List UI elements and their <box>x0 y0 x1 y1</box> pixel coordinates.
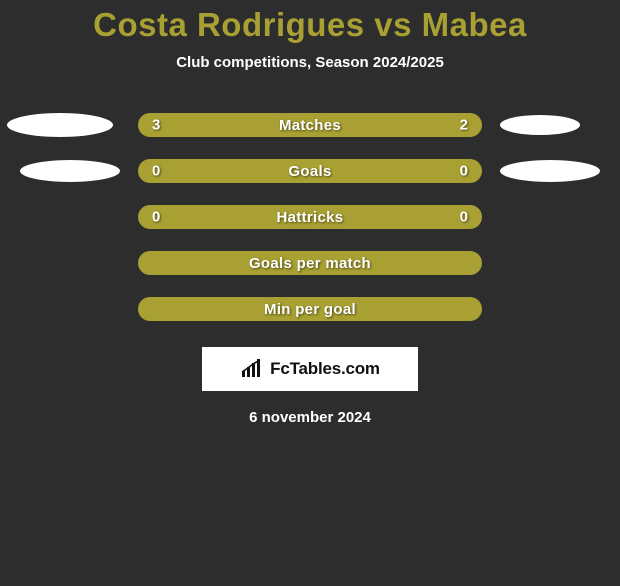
stat-label: Goals <box>288 163 331 180</box>
stat-pill: Min per goal <box>138 297 482 321</box>
stat-pill: 0 Hattricks 0 <box>138 205 482 229</box>
stat-row: 0 Hattricks 0 <box>0 195 620 241</box>
comparison-subtitle: Club competitions, Season 2024/2025 <box>0 54 620 71</box>
stat-label: Hattricks <box>277 209 344 226</box>
stat-row: 3 Matches 2 <box>0 103 620 149</box>
stat-label: Matches <box>279 117 341 134</box>
stat-pill: 0 Goals 0 <box>138 159 482 183</box>
stat-row: Goals per match <box>0 241 620 287</box>
stat-left-value: 3 <box>152 117 160 134</box>
right-ellipse <box>500 160 600 182</box>
stats-rows: 3 Matches 2 0 Goals 0 0 Hattricks 0 Goals per mat… <box>0 103 620 333</box>
stat-right-value: 0 <box>460 163 468 180</box>
comparison-title: Costa Rodrigues vs Mabea <box>0 6 620 44</box>
left-ellipse <box>20 160 120 182</box>
stat-right-value: 2 <box>460 117 468 134</box>
stat-pill: 3 Matches 2 <box>138 113 482 137</box>
right-ellipse <box>500 115 580 135</box>
date-label: 6 november 2024 <box>0 409 620 426</box>
left-ellipse <box>7 113 113 137</box>
stat-left-value: 0 <box>152 163 160 180</box>
stat-label: Goals per match <box>249 255 371 272</box>
logo-box: FcTables.com <box>202 347 418 391</box>
stat-right-value: 0 <box>460 209 468 226</box>
barchart-icon <box>240 359 264 379</box>
stat-label: Min per goal <box>264 301 356 318</box>
stat-left-value: 0 <box>152 209 160 226</box>
stat-row: 0 Goals 0 <box>0 149 620 195</box>
stat-pill: Goals per match <box>138 251 482 275</box>
stat-row: Min per goal <box>0 287 620 333</box>
logo-text: FcTables.com <box>270 359 380 379</box>
